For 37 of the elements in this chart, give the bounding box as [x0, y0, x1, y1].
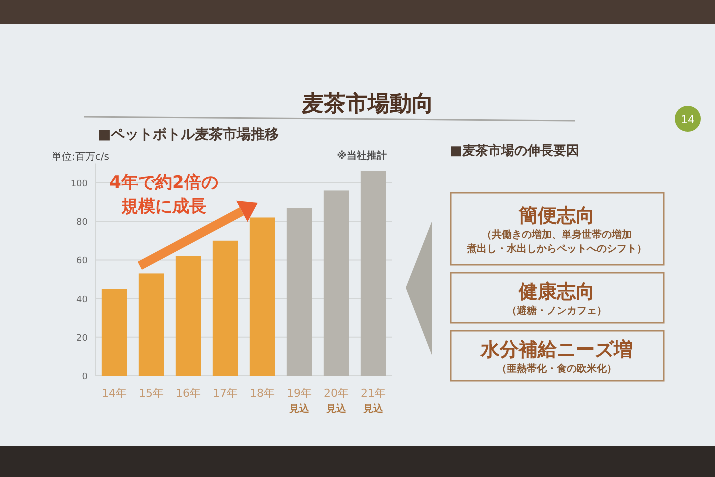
text: （避糖・ノンカフェ）	[507, 305, 607, 317]
x-tick-label: 19年見込	[287, 387, 312, 415]
x-tick-label: 16年	[176, 387, 201, 400]
bar	[360, 171, 386, 376]
text: 14	[681, 114, 695, 126]
bar	[176, 256, 202, 376]
x-tick-label: 15年	[139, 387, 164, 400]
bar	[212, 240, 238, 376]
x-tick-label: 14年	[102, 387, 127, 400]
y-tick-label: 0	[82, 372, 88, 382]
text: 健康志向	[518, 281, 595, 303]
x-tick-label: 18年	[250, 387, 275, 400]
x-tick-label: 21年見込	[361, 387, 386, 415]
bar	[324, 190, 350, 376]
text: 簡便志向	[518, 205, 595, 227]
annotation: 規模に成長	[120, 197, 206, 217]
bar	[102, 289, 128, 376]
y-tick-label: 40	[76, 295, 88, 306]
x-tick-label: 17年	[213, 387, 238, 400]
y-tick-label: 60	[76, 256, 88, 267]
y-tick-label: 80	[76, 218, 88, 228]
y-tick-label: 100	[70, 180, 88, 190]
text: ■麦茶市場の伸長要因	[450, 143, 580, 159]
x-tick-label: 20年見込	[324, 387, 349, 415]
text: 煮出し・水出しからペットへのシフト）	[466, 243, 647, 255]
text: ※当社推計	[337, 150, 387, 162]
y-tick-label: 20	[76, 334, 88, 344]
text: 水分補給ニーズ増	[480, 339, 633, 361]
bar	[138, 274, 164, 376]
bar	[286, 208, 312, 376]
annotation: 4年で約2倍の	[110, 173, 218, 193]
bar	[250, 218, 276, 376]
chart-title: 麦茶市場動向	[301, 91, 434, 117]
y-axis-title: 単位:百万c/s	[52, 151, 110, 163]
text: （亜熱帯化・食の欧米化）	[497, 363, 617, 375]
text: （共働きの増加、単身世帯の増加	[482, 229, 632, 241]
chart-subtitle: ■ペットボトル麦茶市場推移	[98, 126, 280, 143]
